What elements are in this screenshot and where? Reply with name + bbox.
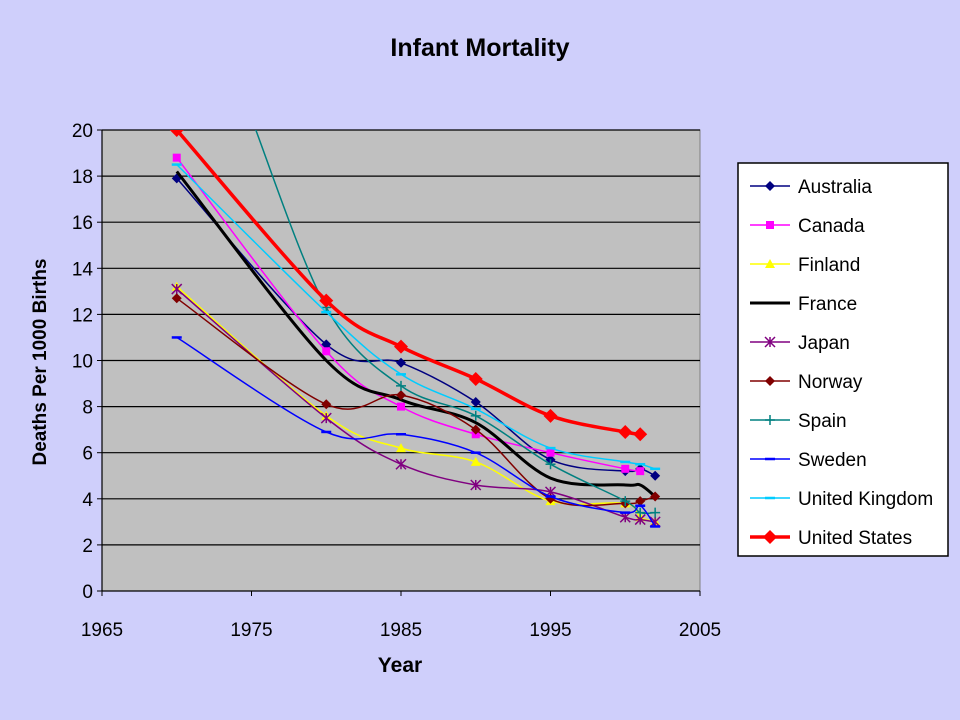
data-point-united-states: [319, 293, 334, 308]
data-point-united-states: [468, 371, 483, 386]
y-tick-label: 10: [72, 352, 93, 373]
data-point-norway: [635, 496, 646, 507]
data-point-spain: [396, 380, 406, 391]
data-point-canada: [636, 467, 645, 476]
legend-marker-japan: [764, 336, 776, 348]
data-point-spain: [635, 507, 646, 518]
data-point-canada: [621, 464, 630, 473]
legend-label-united-kingdom: United Kingdom: [798, 489, 933, 510]
data-point-norway: [470, 424, 481, 435]
data-point-united-states: [394, 339, 408, 354]
legend-label-japan: Japan: [798, 333, 850, 354]
y-tick-label: 8: [82, 398, 93, 419]
legend-marker-canada: [766, 221, 774, 229]
series-line-united-states: [175, 130, 641, 437]
legend-label-finland: Finland: [798, 255, 860, 276]
y-tick-label: 2: [82, 536, 93, 557]
legend: Australia Canada Finland France Japan Norway S…: [737, 162, 949, 557]
legend-label-sweden: Sweden: [798, 450, 867, 471]
legend-label-australia: Australia: [798, 177, 872, 198]
chart-title: Infant Mortality: [390, 34, 570, 62]
data-point-united-states: [618, 424, 633, 439]
data-point-norway: [171, 293, 182, 304]
y-tick-label: 4: [82, 490, 93, 511]
data-point-spain: [650, 507, 661, 518]
data-point-norway: [396, 390, 406, 401]
legend-box: [737, 162, 949, 557]
series-line-canada: [176, 157, 641, 472]
data-point-canada: [546, 448, 555, 457]
data-point-finland: [470, 456, 481, 466]
data-point-spain: [470, 410, 481, 421]
data-point-united-states: [169, 130, 184, 137]
data-point-united-states: [633, 427, 648, 442]
y-axis-title: Deaths Per 1000 Births: [30, 258, 51, 466]
y-tick-label: 14: [72, 259, 94, 280]
x-axis-title: Year: [377, 654, 423, 677]
data-point-norway: [321, 399, 332, 410]
series-lines: [169, 113, 661, 528]
legend-marker-norway: [765, 376, 775, 386]
data-point-canada: [172, 153, 181, 162]
data-point-norway: [650, 491, 661, 502]
gridlines: [102, 129, 700, 546]
legend-label-canada: Canada: [798, 216, 865, 237]
x-tick-label: 1985: [380, 620, 422, 641]
legend-label-france: France: [798, 294, 857, 315]
y-tick-label: 6: [82, 444, 93, 465]
data-point-australia: [650, 470, 661, 481]
data-point-australia: [321, 339, 332, 350]
data-point-spain: [620, 496, 631, 507]
data-point-australia: [470, 396, 481, 407]
data-point-united-states: [543, 408, 558, 423]
legend-marker-spain: [765, 415, 775, 425]
series-line-france: [175, 170, 657, 498]
legend-label-united-states: United States: [798, 528, 912, 549]
data-point-japan: [320, 412, 332, 424]
data-point-japan: [470, 479, 482, 491]
data-point-finland: [396, 443, 406, 453]
x-tick-label: 2005: [679, 620, 721, 641]
y-tick-label: 12: [72, 305, 93, 326]
legend-marker-australia: [765, 181, 775, 191]
data-point-spain: [545, 459, 556, 470]
legend-label-norway: Norway: [798, 372, 863, 393]
data-point-canada: [397, 402, 405, 411]
y-tick-label: 0: [82, 582, 93, 603]
x-tick-label: 1995: [529, 620, 571, 641]
x-tick-label: 1975: [230, 620, 272, 641]
data-point-japan: [619, 511, 631, 523]
data-point-spain: [247, 113, 257, 123]
data-point-japan: [171, 283, 183, 295]
legend-marker-united-states: [763, 530, 777, 544]
data-point-japan: [395, 458, 407, 470]
axes: 0 2 4 6 8 10 12 14 16 18 20 1965 1975 1985 1995 2005: [72, 121, 721, 641]
y-tick-label: 18: [72, 167, 93, 188]
x-tick-label: 1965: [81, 620, 123, 641]
y-tick-label: 16: [72, 213, 93, 234]
y-tick-label: 20: [72, 121, 93, 142]
legend-marker-finland: [765, 259, 775, 268]
data-point-australia: [396, 357, 406, 368]
data-point-canada: [322, 347, 331, 356]
legend-label-spain: Spain: [798, 411, 847, 432]
